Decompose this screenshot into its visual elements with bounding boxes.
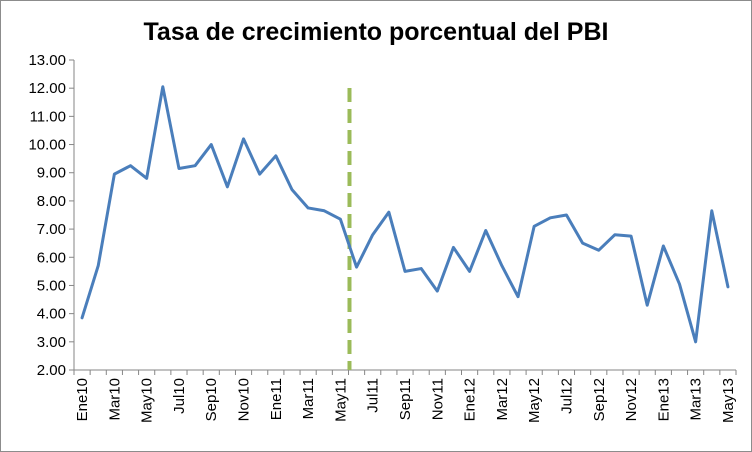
x-tick-label: Nov10	[236, 378, 253, 421]
x-tick-label: May10	[139, 378, 156, 423]
y-tick-label: 4.00	[37, 306, 66, 323]
x-tick-label: Mar13	[688, 378, 705, 421]
x-tick-label: Ene12	[462, 378, 479, 421]
x-tick-label: Jul12	[558, 378, 575, 414]
series	[80, 85, 730, 344]
x-tick-label: Mar10	[106, 378, 123, 421]
x-axis: Ene10 Mar10 May10 Jul10 Sep10 Nov10 Ene11 Mar11…	[73, 369, 737, 423]
y-tick-label: 6.00	[37, 249, 66, 266]
x-tick-label: Nov12	[623, 378, 640, 421]
x-tick-label: Ene13	[655, 378, 672, 421]
y-tick-label: 13.00	[28, 52, 66, 69]
y-tick-label: 12.00	[28, 80, 66, 97]
y-axis: 2.00 3.00 4.00 5.00 6.00 7.00 8.00 9.00 10.00 11.…	[28, 52, 75, 379]
x-tick-label: Nov11	[429, 378, 446, 420]
x-tick-label: Ene10	[74, 378, 91, 421]
x-tick-label: May11	[332, 378, 349, 422]
y-tick-label: 9.00	[37, 165, 66, 182]
y-tick-label: 8.00	[37, 193, 66, 210]
x-tick-label: Jul11	[365, 378, 382, 413]
y-tick-label: 11.00	[30, 108, 66, 125]
x-tick-label: May13	[720, 378, 737, 423]
x-tick-label: Sep10	[203, 378, 220, 421]
y-tick-label: 2.00	[37, 362, 66, 379]
series-line	[80, 85, 730, 344]
x-tick-label: May12	[526, 378, 543, 423]
y-tick-label: 7.00	[37, 221, 66, 238]
y-tick-label: 3.00	[37, 334, 66, 351]
x-tick-label: Mar12	[494, 378, 511, 421]
chart-title: Tasa de crecimiento porcentual del PBI	[143, 18, 609, 46]
x-tick-label: Sep11	[397, 378, 414, 420]
y-tick-label: 10.00	[28, 137, 66, 154]
y-tick-label: 5.00	[37, 277, 66, 294]
x-tick-label: Mar11	[300, 378, 317, 419]
x-tick-label: Sep12	[591, 378, 608, 421]
x-tick-label: Jul10	[171, 378, 188, 414]
x-tick-label: Ene11	[268, 378, 285, 420]
